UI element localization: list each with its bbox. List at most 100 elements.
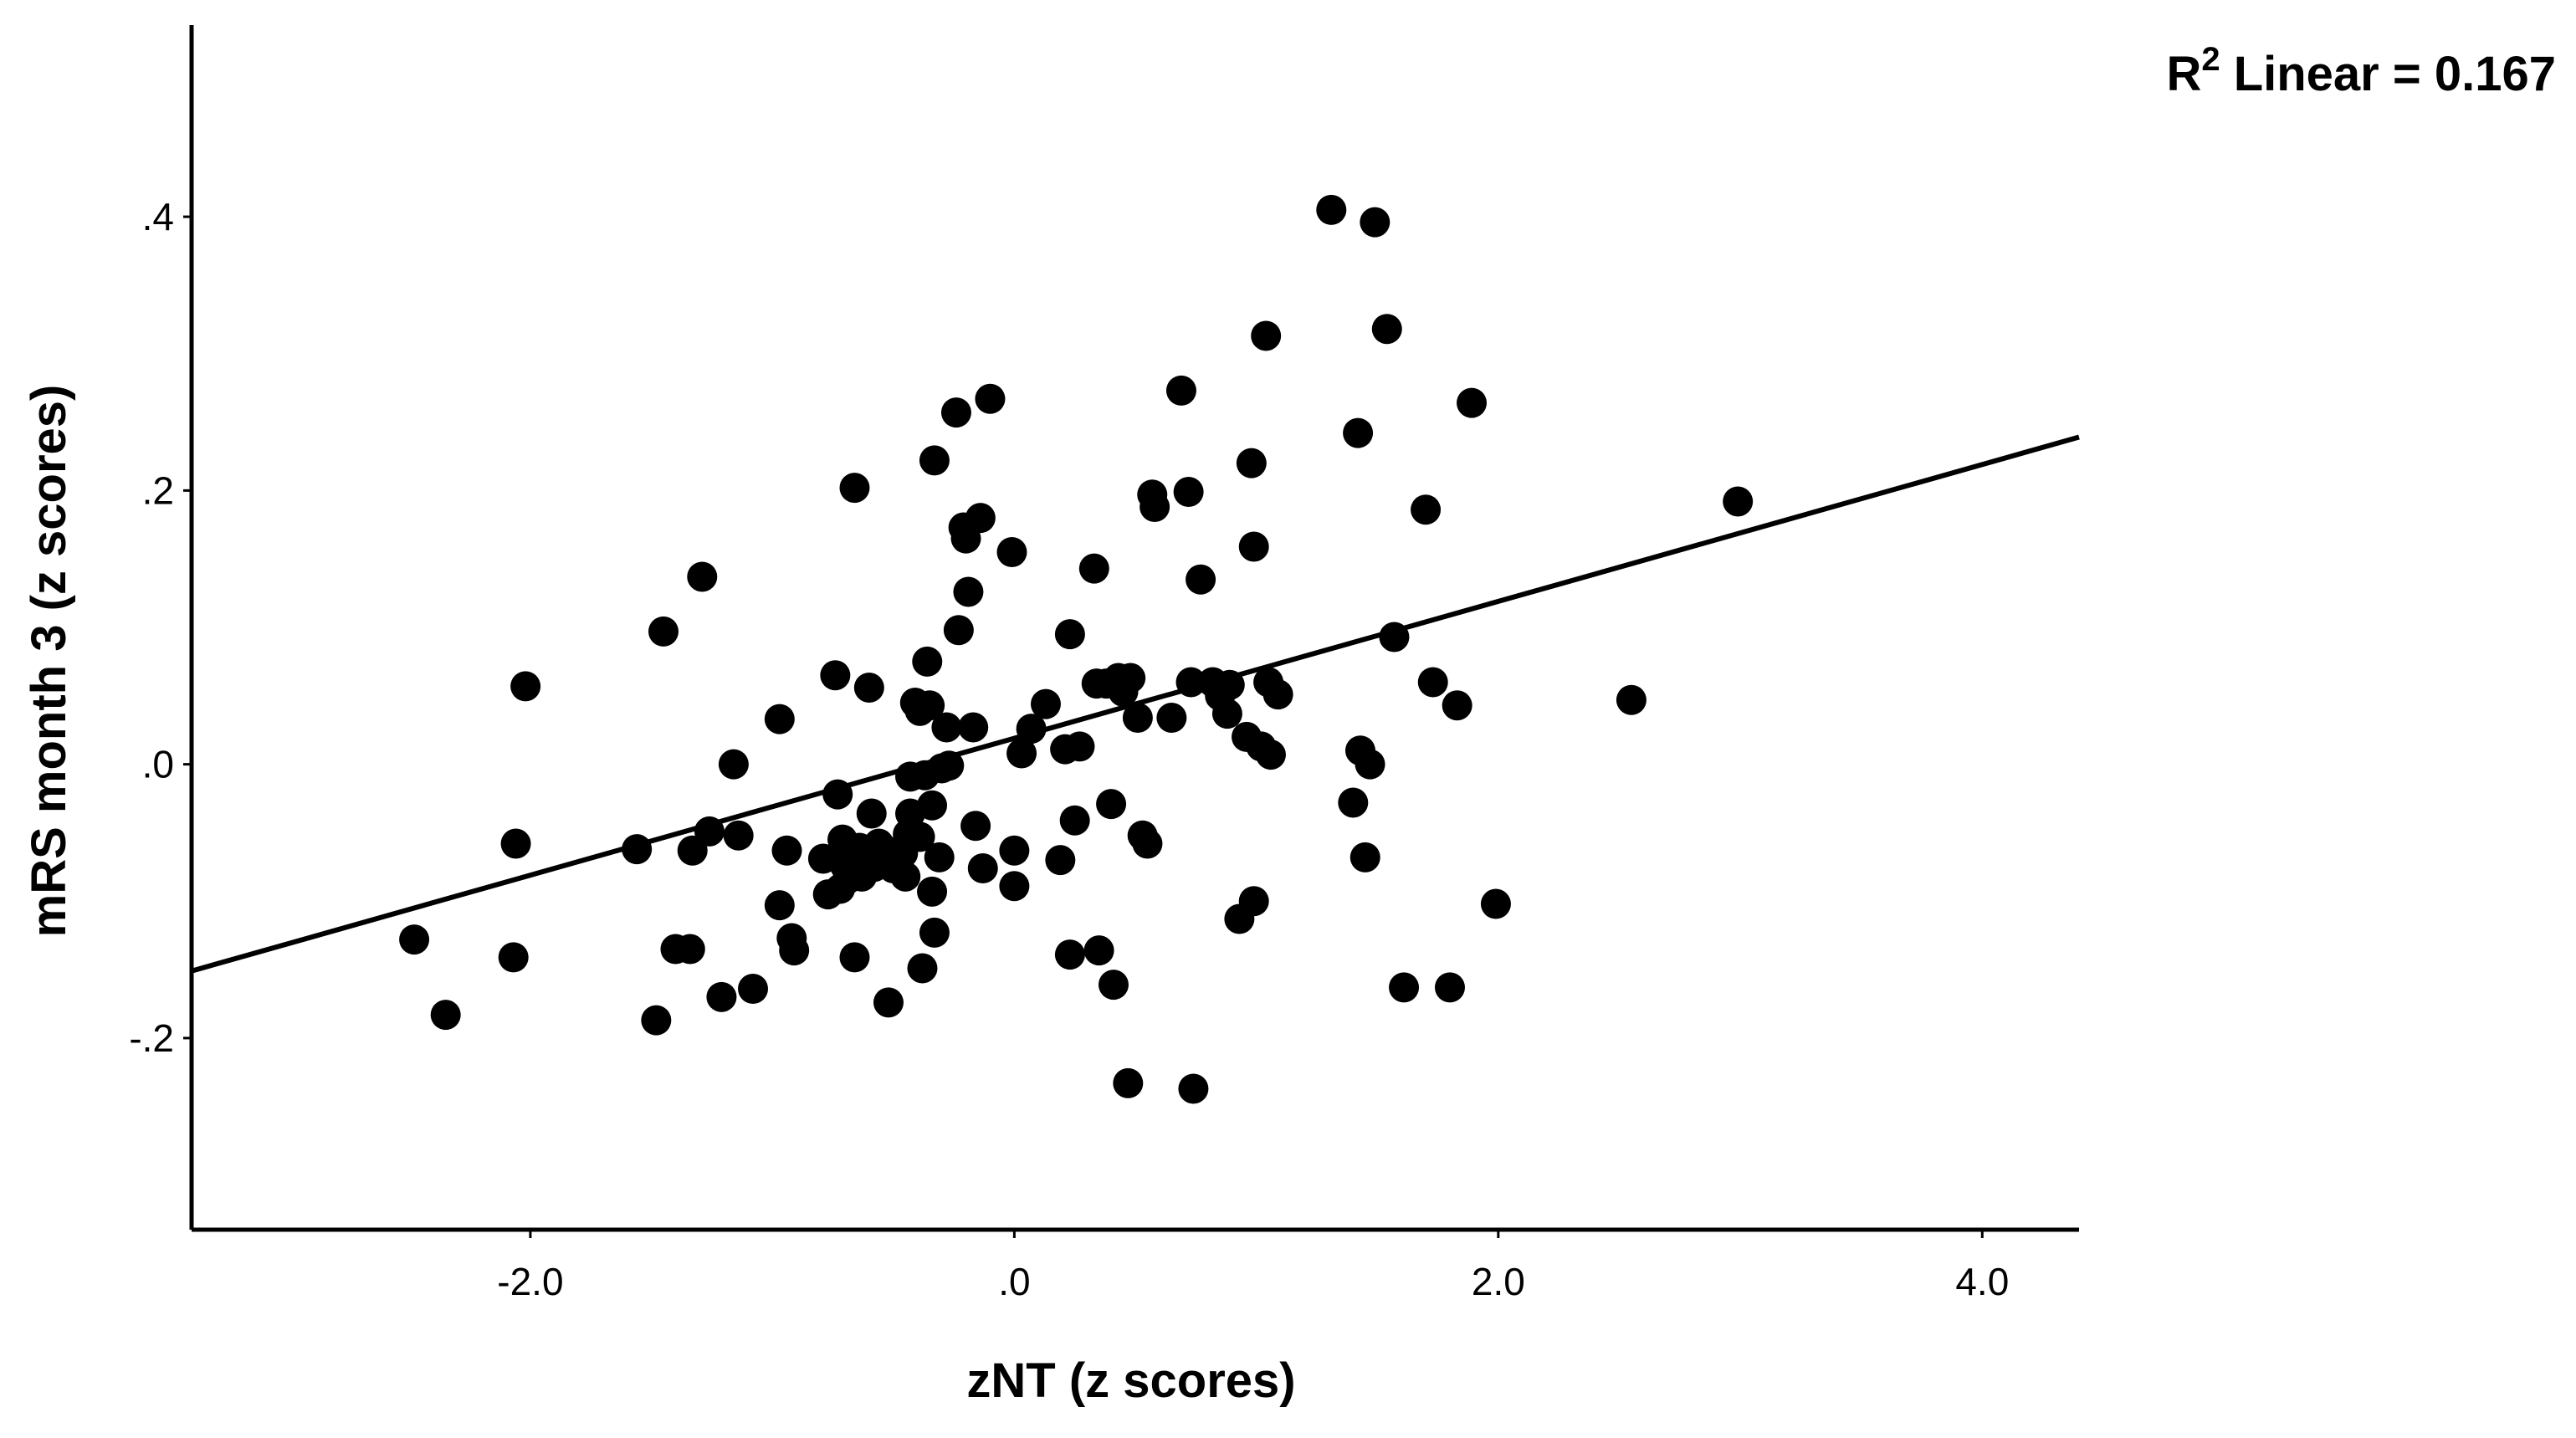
data-point [919, 917, 950, 948]
y-tick-label: -.2 [129, 1016, 174, 1060]
data-point [1238, 531, 1269, 562]
data-point [907, 953, 938, 984]
data-point [1064, 731, 1095, 762]
r2-annotation: R2 Linear = 0.167 [2166, 41, 2556, 101]
data-point [1165, 375, 1196, 406]
data-point [853, 673, 884, 703]
data-point [1411, 494, 1442, 525]
data-point [999, 835, 1030, 866]
data-point [1343, 417, 1374, 448]
data-point [873, 987, 904, 1018]
r2-superscript: 2 [2201, 41, 2220, 78]
y-tick-label: .0 [142, 743, 174, 786]
data-point [839, 942, 870, 973]
data-point [1349, 842, 1380, 873]
data-point [940, 397, 971, 428]
data-point [934, 750, 965, 781]
data-point [1316, 194, 1347, 225]
data-point [943, 615, 974, 646]
data-point [430, 1000, 461, 1031]
data-point [1255, 739, 1286, 770]
data-point [999, 871, 1030, 902]
data-point [1417, 667, 1448, 698]
data-point [1442, 690, 1472, 721]
x-tick-label: 4.0 [1955, 1260, 2009, 1303]
data-point [839, 473, 870, 504]
data-point [1054, 619, 1085, 650]
data-point [687, 561, 718, 592]
data-point [914, 690, 945, 721]
y-tick-label: .4 [142, 195, 174, 238]
data-point [1616, 684, 1646, 715]
data-point [1173, 477, 1204, 507]
y-tick-label: .2 [142, 468, 174, 512]
data-point [718, 749, 749, 780]
data-point [975, 383, 1006, 414]
data-point [958, 712, 989, 743]
data-point [1338, 787, 1369, 818]
data-point [919, 445, 950, 476]
data-point [500, 828, 531, 859]
data-point [1214, 669, 1245, 700]
x-tick-label: 2.0 [1472, 1260, 1525, 1303]
data-point [622, 834, 653, 865]
data-point [1132, 828, 1163, 859]
data-point [1360, 207, 1390, 238]
data-point [779, 935, 810, 966]
data-point [498, 942, 529, 973]
data-point [674, 934, 705, 965]
data-point [1723, 486, 1754, 517]
data-point [912, 646, 943, 677]
data-point [1389, 972, 1420, 1003]
data-point [931, 712, 962, 743]
data-point [1006, 738, 1037, 769]
data-point [917, 876, 948, 907]
x-axis-title: zNT (z scores) [966, 1354, 1295, 1408]
data-point [738, 974, 769, 1004]
data-point [1016, 714, 1047, 745]
data-point [1156, 703, 1187, 733]
r2-label: Linear = 0.167 [2220, 47, 2556, 101]
data-point [924, 842, 955, 873]
data-point [965, 503, 996, 534]
data-point [1122, 703, 1153, 733]
data-point [1211, 699, 1242, 729]
data-point [1178, 1073, 1209, 1104]
data-point [1355, 749, 1385, 780]
data-point [1113, 1067, 1144, 1098]
data-point [1098, 970, 1129, 1000]
data-point [996, 537, 1027, 567]
x-tick-label: -2.0 [497, 1260, 563, 1303]
data-point [1186, 564, 1216, 595]
data-point [694, 816, 725, 847]
data-point [822, 779, 853, 810]
data-point [1096, 789, 1127, 820]
data-point [1262, 679, 1293, 710]
data-point [1238, 886, 1269, 917]
data-point [1175, 667, 1206, 698]
data-point [820, 660, 851, 691]
data-point [1054, 939, 1085, 970]
data-point [1371, 314, 1402, 345]
data-point [1457, 387, 1488, 418]
y-axis-title: mRS month 3 (z scores) [22, 385, 76, 938]
data-point [706, 981, 737, 1012]
data-point [771, 835, 802, 866]
data-point [1480, 888, 1511, 919]
data-point [960, 811, 991, 842]
data-point [1059, 805, 1090, 836]
data-point [764, 890, 795, 921]
data-point [510, 671, 541, 702]
data-point [1139, 492, 1170, 522]
data-point [1078, 553, 1109, 584]
data-point [1030, 688, 1061, 719]
data-point [953, 576, 984, 607]
data-point [856, 798, 887, 829]
data-point [764, 704, 795, 734]
data-point [967, 853, 998, 883]
data-point [904, 821, 935, 852]
x-tick-label: .0 [998, 1260, 1030, 1303]
r2-prefix: R [2166, 47, 2201, 101]
data-point [890, 861, 921, 892]
